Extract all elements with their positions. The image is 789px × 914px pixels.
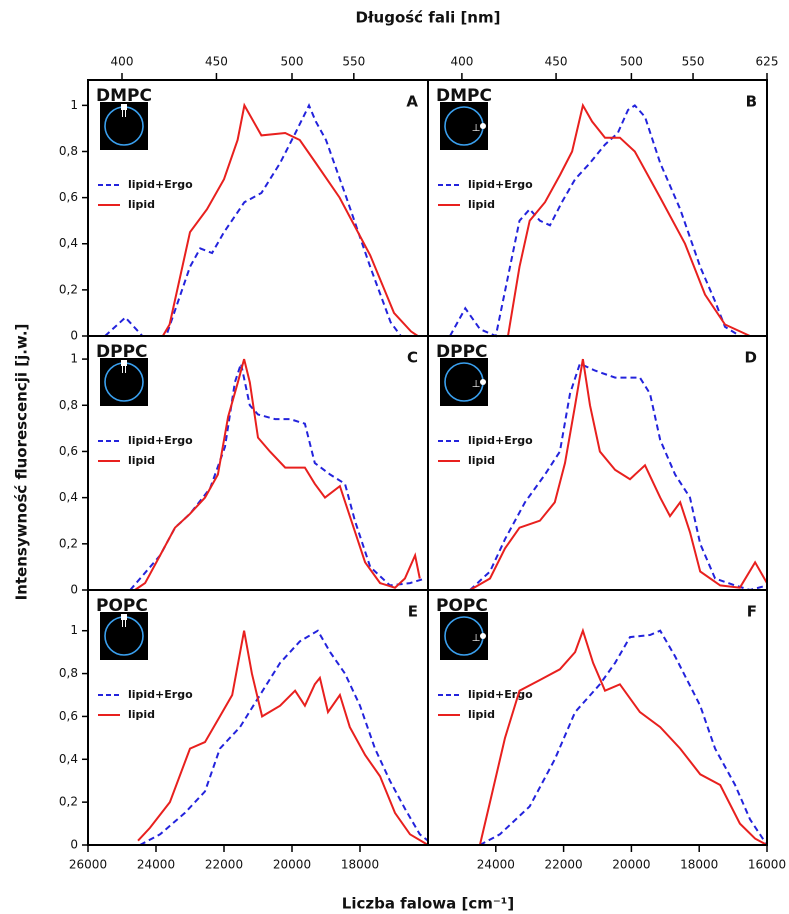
top-tick-label: 400 (111, 55, 134, 69)
x-tick-label: 22000 (205, 858, 243, 872)
y-tick-label: 0,6 (59, 709, 78, 723)
top-tick-label: 500 (620, 55, 643, 69)
legend-label: lipid (128, 198, 155, 211)
y-tick-label: 0,4 (59, 490, 78, 504)
panel-title: POPC (96, 596, 148, 616)
x-tick-label: 18000 (680, 858, 718, 872)
panel-letter: F (747, 603, 757, 621)
panel-title: DMPC (96, 86, 152, 106)
legend-label: lipid+Ergo (468, 178, 533, 191)
x-tick-label: 20000 (273, 858, 311, 872)
series-line (478, 627, 768, 846)
legend-label: lipid (468, 198, 495, 211)
top-tick-label: 450 (545, 55, 568, 69)
panel-title: DPPC (436, 342, 488, 362)
series-line (129, 359, 426, 591)
y-tick-label: 0 (70, 329, 78, 343)
series-line (469, 358, 768, 591)
inset-marker (480, 123, 486, 129)
y-tick-label: 0,8 (59, 666, 78, 680)
y-tick-label: 1 (70, 98, 78, 112)
legend-label: lipid+Ergo (468, 688, 533, 701)
inset-marker (121, 104, 127, 110)
panel-title: POPC (436, 596, 488, 616)
y-tick-label: 0,6 (59, 444, 78, 458)
panel-frame (427, 589, 768, 846)
y-tick-label: 1 (70, 623, 78, 637)
x-tick-label: 20000 (612, 858, 650, 872)
series-line (449, 104, 741, 338)
inset-marker (480, 633, 486, 639)
top-tick-label: 500 (281, 55, 304, 69)
x-tick-label: 18000 (341, 858, 379, 872)
y-tick-label: 0 (70, 838, 78, 852)
series-line (507, 102, 751, 337)
inset-label: II (121, 109, 127, 120)
y-axis-label: Intensywność fluorescencji [j.w.] (13, 324, 31, 601)
top-tick-label: 450 (205, 55, 228, 69)
x-tick-label: 24000 (477, 858, 515, 872)
series-line (137, 630, 429, 846)
x-tick-label: 16000 (748, 858, 786, 872)
panel-letter: E (408, 603, 418, 621)
legend-label: lipid (128, 708, 155, 721)
legend-label: lipid+Ergo (468, 434, 533, 447)
series-line (469, 362, 768, 592)
legend-label: lipid (468, 708, 495, 721)
series-line (104, 102, 402, 337)
top-tick-label: 550 (342, 55, 365, 69)
top-tick-label: 400 (450, 55, 473, 69)
top-tick-label: 625 (756, 55, 779, 69)
legend-label: lipid+Ergo (128, 688, 193, 701)
series-line (479, 629, 768, 846)
y-tick-label: 0,8 (59, 398, 78, 412)
panel-letter: A (406, 93, 418, 111)
x-tick-label: 24000 (137, 858, 175, 872)
legend-label: lipid (468, 454, 495, 467)
x-tick-label: 22000 (545, 858, 583, 872)
inset-marker (480, 379, 486, 385)
series-line (134, 358, 421, 591)
inset-label: II (121, 365, 127, 376)
panel-letter: C (407, 349, 418, 367)
top-tick-label: 550 (682, 55, 705, 69)
y-tick-label: 0,2 (59, 795, 78, 809)
top-axis-label: Długość fali [nm] (356, 9, 501, 27)
legend-label: lipid (128, 454, 155, 467)
inset-label: ⊥ (472, 633, 481, 644)
y-tick-label: 1 (70, 352, 78, 366)
y-tick-label: 0,6 (59, 190, 78, 204)
series-line (139, 102, 419, 337)
y-tick-label: 0,2 (59, 536, 78, 550)
y-tick-label: 0,8 (59, 144, 78, 158)
inset-marker (121, 614, 127, 620)
y-tick-label: 0,4 (59, 752, 78, 766)
panel-letter: B (746, 93, 757, 111)
inset-label: II (121, 619, 127, 630)
inset-label: ⊥ (472, 123, 481, 134)
panel-title: DPPC (96, 342, 148, 362)
x-axis-label: Liczba falowa [cm⁻¹] (342, 895, 514, 913)
legend-label: lipid+Ergo (128, 434, 193, 447)
x-tick-label: 26000 (69, 858, 107, 872)
series-line (139, 629, 429, 846)
panel-title: DMPC (436, 86, 492, 106)
y-tick-label: 0 (70, 583, 78, 597)
inset-label: ⊥ (472, 379, 481, 390)
inset-marker (121, 360, 127, 366)
legend-label: lipid+Ergo (128, 178, 193, 191)
y-tick-label: 0,4 (59, 236, 78, 250)
y-tick-label: 0,2 (59, 282, 78, 296)
panel-letter: D (745, 349, 757, 367)
